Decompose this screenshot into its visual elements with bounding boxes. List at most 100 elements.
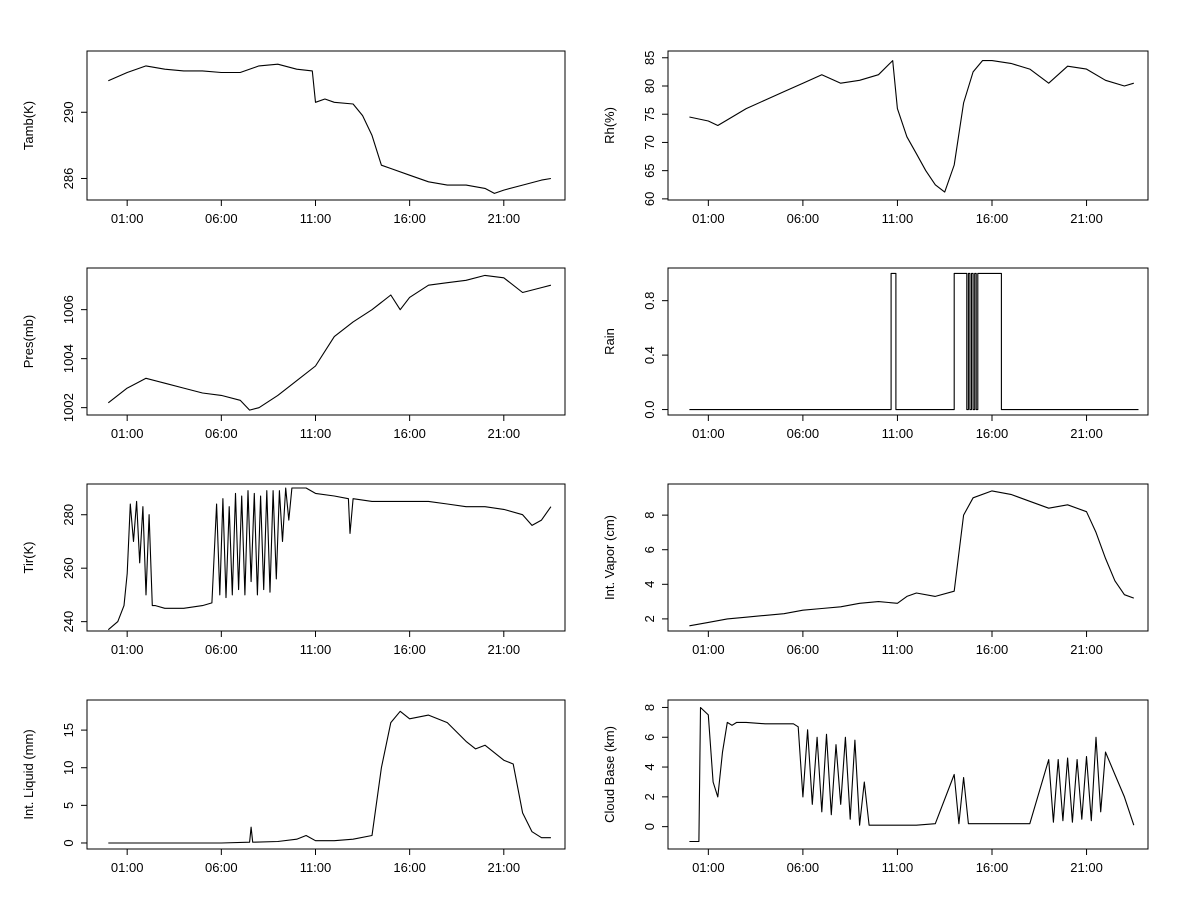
panel-7: 01:00 06:00 11:00 16:00 21:00 0 5 10 15 Int. Liqu… bbox=[21, 699, 566, 875]
plot-frame bbox=[86, 50, 566, 201]
x-tick-label: 06:00 bbox=[205, 211, 238, 226]
x-tick-label: 06:00 bbox=[787, 211, 820, 226]
y-axis-label: Rain bbox=[602, 328, 617, 355]
panel-3: 01:00 06:00 11:00 16:00 21:00 1002 1004 1006 Pre… bbox=[21, 267, 566, 441]
y-tick-label: 1006 bbox=[61, 295, 76, 324]
x-tick-label: 21:00 bbox=[1070, 642, 1103, 657]
y-tick-label: 280 bbox=[61, 504, 76, 526]
plot-frame bbox=[86, 267, 566, 416]
x-tick-label: 21:00 bbox=[488, 426, 521, 441]
y-tick-label: 290 bbox=[61, 101, 76, 123]
series-line bbox=[689, 490, 1134, 627]
plot-frame bbox=[86, 483, 566, 632]
series-line bbox=[108, 63, 551, 194]
y-tick-label: 2 bbox=[642, 615, 657, 622]
series-line bbox=[107, 274, 552, 411]
series-line bbox=[107, 487, 552, 631]
y-tick-label: 6 bbox=[642, 734, 657, 741]
plot-frame bbox=[667, 699, 1149, 850]
x-tick-label: 01:00 bbox=[692, 211, 725, 226]
y-tick-label: 240 bbox=[61, 611, 76, 633]
y-tick-label: 2 bbox=[642, 793, 657, 800]
x-tick-label: 21:00 bbox=[488, 642, 521, 657]
x-tick-label: 21:00 bbox=[1070, 426, 1103, 441]
y-axis-label: Tamb(K) bbox=[21, 101, 36, 150]
x-tick-label: 11:00 bbox=[882, 860, 914, 875]
x-tick-label: 16:00 bbox=[976, 860, 1009, 875]
y-tick-label: 0.4 bbox=[642, 346, 657, 364]
y-tick-label: 75 bbox=[642, 107, 657, 121]
series-line bbox=[689, 60, 1134, 193]
x-tick-label: 06:00 bbox=[205, 642, 238, 657]
x-tick-label: 11:00 bbox=[882, 426, 914, 441]
y-tick-label: 5 bbox=[61, 802, 76, 809]
x-tick-label: 11:00 bbox=[300, 642, 332, 657]
x-tick-label: 11:00 bbox=[300, 860, 332, 875]
x-tick-label: 01:00 bbox=[692, 860, 725, 875]
x-tick-label: 21:00 bbox=[488, 211, 521, 226]
x-tick-label: 01:00 bbox=[692, 642, 725, 657]
x-tick-label: 06:00 bbox=[205, 426, 238, 441]
x-tick-label: 11:00 bbox=[300, 211, 332, 226]
y-axis-label: Cloud Base (km) bbox=[602, 726, 617, 823]
x-tick-label: 01:00 bbox=[692, 426, 725, 441]
y-tick-label: 1004 bbox=[61, 344, 76, 373]
y-axis-label: Tir(K) bbox=[21, 541, 36, 573]
x-tick-label: 06:00 bbox=[787, 426, 820, 441]
x-tick-label: 21:00 bbox=[488, 860, 521, 875]
x-tick-label: 16:00 bbox=[393, 642, 426, 657]
x-tick-label: 16:00 bbox=[393, 211, 426, 226]
plot-frame bbox=[667, 267, 1149, 416]
series-line bbox=[689, 272, 1139, 411]
panel-8: 01:00 06:00 11:00 16:00 21:00 0 2 4 6 8 Cloud Base… bbox=[602, 699, 1149, 875]
panel-2: 01:00 06:00 11:00 16:00 21:00 60 65 70 75 80 85 Rh(… bbox=[602, 50, 1149, 226]
y-axis-label: Int. Vapor (cm) bbox=[602, 515, 617, 600]
x-tick-label: 01:00 bbox=[111, 642, 144, 657]
x-tick-label: 01:00 bbox=[111, 860, 144, 875]
panel-4: 01:00 06:00 11:00 16:00 21:00 0.0 0.4 0.8 Rain bbox=[602, 267, 1149, 441]
y-tick-label: 286 bbox=[61, 168, 76, 190]
y-axis-label: Int. Liquid (mm) bbox=[21, 729, 36, 819]
y-tick-label: 1002 bbox=[61, 393, 76, 422]
y-tick-label: 4 bbox=[642, 581, 657, 588]
y-tick-label: 0 bbox=[642, 823, 657, 830]
plot-frame bbox=[667, 50, 1149, 201]
x-tick-label: 11:00 bbox=[882, 642, 914, 657]
plot-frame bbox=[667, 483, 1149, 632]
panel-5: 01:00 06:00 11:00 16:00 21:00 240 260 280 Tir(K) bbox=[21, 483, 566, 657]
y-tick-label: 8 bbox=[642, 704, 657, 711]
y-tick-label: 15 bbox=[61, 723, 76, 737]
x-tick-label: 16:00 bbox=[393, 860, 426, 875]
y-tick-label: 80 bbox=[642, 79, 657, 93]
panel-1: 01:00 06:00 11:00 16:00 21:00 286 290 Tamb(K) bbox=[21, 50, 566, 226]
y-tick-label: 70 bbox=[642, 135, 657, 149]
x-tick-label: 01:00 bbox=[111, 211, 144, 226]
y-axis-label: Rh(%) bbox=[602, 107, 617, 144]
y-tick-label: 4 bbox=[642, 763, 657, 770]
y-tick-label: 260 bbox=[61, 557, 76, 579]
x-tick-label: 16:00 bbox=[393, 426, 426, 441]
x-tick-label: 11:00 bbox=[882, 211, 914, 226]
y-tick-label: 10 bbox=[61, 760, 76, 774]
y-tick-label: 8 bbox=[642, 512, 657, 519]
y-tick-label: 0 bbox=[61, 839, 76, 846]
x-tick-label: 01:00 bbox=[111, 426, 144, 441]
y-tick-label: 0.8 bbox=[642, 292, 657, 310]
x-tick-label: 16:00 bbox=[976, 426, 1009, 441]
y-tick-label: 6 bbox=[642, 546, 657, 553]
y-tick-label: 85 bbox=[642, 51, 657, 65]
x-tick-label: 06:00 bbox=[205, 860, 238, 875]
x-tick-label: 11:00 bbox=[300, 426, 332, 441]
y-axis-label: Pres(mb) bbox=[21, 315, 36, 368]
x-tick-label: 21:00 bbox=[1070, 860, 1103, 875]
x-tick-label: 21:00 bbox=[1070, 211, 1103, 226]
x-tick-label: 16:00 bbox=[976, 642, 1009, 657]
x-tick-label: 06:00 bbox=[787, 642, 820, 657]
series-line bbox=[689, 706, 1135, 843]
y-tick-label: 65 bbox=[642, 163, 657, 177]
plot-frame bbox=[86, 699, 566, 850]
series-line bbox=[108, 710, 551, 844]
x-tick-label: 06:00 bbox=[787, 860, 820, 875]
y-tick-label: 0.0 bbox=[642, 401, 657, 419]
